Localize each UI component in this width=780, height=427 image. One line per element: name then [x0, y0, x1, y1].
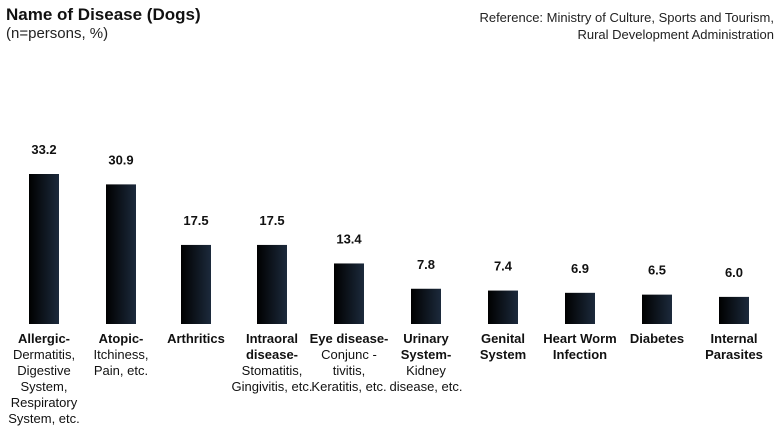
bar-8 — [565, 292, 595, 324]
category-name: Diabetes — [629, 331, 685, 346]
bars-group — [29, 174, 749, 324]
category-label-2: Atopic- Itchiness, Pain, etc. — [79, 331, 163, 379]
chart-subtitle: (n=persons, %) — [6, 25, 109, 42]
category-label-8: Heart Worm Infection — [538, 331, 622, 363]
value-label-7: 7.4 — [494, 259, 513, 274]
category-name: Atopic- — [98, 331, 144, 346]
category-label-4: Intraoral disease- Stomatitis, Gingivitis… — [230, 331, 314, 395]
bar-2 — [106, 184, 136, 324]
category-detail: Conjunc -tivitis, Keratitis, etc. — [311, 347, 387, 394]
category-label-9: Diabetes — [615, 331, 699, 347]
value-label-8: 6.9 — [571, 261, 589, 276]
chart-title: Name of Disease (Dogs) — [6, 5, 201, 24]
category-label-3: Arthritics — [154, 331, 238, 347]
source-line-2: Rural Development Administration — [577, 27, 774, 42]
category-detail: Kidney disease, etc. — [389, 363, 463, 394]
value-label-1: 33.2 — [31, 142, 56, 157]
bar-5 — [334, 263, 364, 324]
bar-10 — [719, 296, 749, 324]
bar-6 — [411, 288, 441, 324]
source-note: Reference: Ministry of Culture, Sports a… — [354, 9, 774, 43]
category-name: Heart Worm Infection — [543, 331, 617, 362]
value-label-9: 6.5 — [648, 263, 666, 278]
category-detail: Itchiness, Pain, etc. — [93, 347, 149, 378]
bar-9 — [642, 294, 672, 324]
value-label-10: 6.0 — [725, 265, 743, 280]
category-label-1: Allergic- Dermatitis, Digestive System, R… — [2, 331, 86, 427]
value-label-5: 13.4 — [336, 231, 362, 246]
category-name: Arthritics — [167, 331, 225, 346]
value-label-3: 17.5 — [183, 213, 208, 228]
value-label-6: 7.8 — [417, 257, 435, 272]
category-name: Urinary System- — [400, 331, 452, 362]
category-detail: Dermatitis, Digestive System, Respirator… — [8, 347, 80, 426]
bar-3 — [181, 244, 211, 324]
category-label-6: Urinary System- Kidney disease, etc. — [384, 331, 468, 395]
source-line-1: Reference: Ministry of Culture, Sports a… — [479, 10, 774, 25]
bar-7 — [488, 290, 518, 324]
category-label-7: Genital System — [461, 331, 545, 363]
category-name: Internal Parasites — [705, 331, 763, 362]
category-label-5: Eye disease- Conjunc -tivitis, Keratitis,… — [307, 331, 391, 395]
category-name: Intraoral disease- — [245, 331, 299, 362]
category-name: Allergic- — [17, 331, 70, 346]
category-name: Genital System — [479, 331, 527, 362]
category-detail: Stomatitis, Gingivitis, etc. — [231, 363, 313, 394]
bar-1 — [29, 174, 59, 324]
value-label-2: 30.9 — [108, 152, 133, 167]
value-label-4: 17.5 — [259, 213, 284, 228]
value-labels-group: 33.2 30.9 17.5 17.5 13.4 7.8 7.4 6.9 6.5 6.0 — [31, 142, 743, 280]
bar-4 — [257, 244, 287, 324]
category-name: Eye disease- — [309, 331, 389, 346]
category-label-10: Internal Parasites — [692, 331, 776, 363]
